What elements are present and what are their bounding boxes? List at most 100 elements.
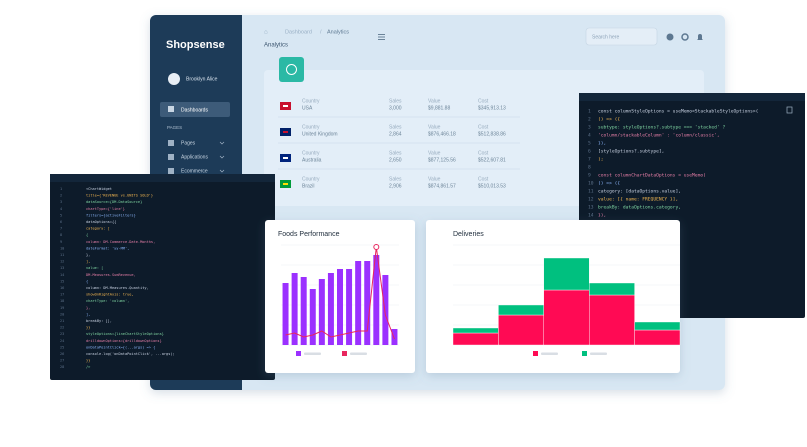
menu-toggle[interactable]	[378, 34, 385, 40]
search-box[interactable]	[585, 27, 658, 46]
point-marker	[373, 244, 380, 250]
charts	[281, 244, 681, 356]
bar-segment	[634, 321, 681, 331]
column-header: Country	[302, 124, 320, 130]
section-label: PAGES	[167, 125, 182, 130]
legend-placeholder	[590, 352, 607, 355]
bar	[300, 277, 307, 345]
icon	[168, 106, 174, 112]
code-tabbar	[579, 93, 805, 101]
chevron	[219, 169, 225, 173]
user-name: Brooklyn Alice	[186, 76, 218, 82]
menu-item[interactable]: Ecommerce	[181, 168, 208, 174]
chart-title: Deliveries	[453, 231, 484, 238]
code-line: ],	[86, 312, 90, 316]
code-line: value: [{ name: FREQUENCY }],	[598, 197, 678, 203]
globe-badge	[279, 57, 304, 82]
bar-segment	[498, 304, 544, 316]
column-header: Sales	[389, 124, 402, 130]
bar	[364, 261, 371, 345]
code-line: column: DM.Commerce.Date.Months,	[86, 240, 155, 244]
legend-placeholder	[304, 352, 321, 355]
settings-icon[interactable]	[681, 33, 689, 41]
bar	[309, 289, 316, 345]
legend-swatch	[342, 351, 347, 356]
code-line: showOnRightAxis: true,	[86, 293, 134, 297]
code-line: },	[86, 253, 90, 257]
line-number: 14	[588, 213, 594, 219]
line-number: 6	[60, 220, 62, 224]
menu-active[interactable]	[160, 102, 230, 117]
line-number: 5	[588, 141, 591, 147]
code-line: subtype: styleOptions?.subtype === 'stac…	[598, 125, 725, 131]
code-line: }}	[86, 326, 90, 330]
sidebar-items: Pages Applications Ecommerce	[168, 140, 225, 174]
line-number: 7	[588, 157, 591, 163]
line-number: 22	[60, 326, 64, 330]
line-number: 2	[60, 194, 62, 198]
line-number: 6	[588, 149, 591, 155]
bar	[373, 255, 380, 345]
column-header: Country	[302, 176, 320, 182]
copy-icon[interactable]	[786, 106, 793, 114]
code-line: chartType={'line'}	[86, 207, 125, 211]
line-number: 16	[60, 286, 64, 290]
code-line: }),	[598, 213, 606, 219]
code-line: title={'REVENUE vs.UNITS SOLD'}	[86, 194, 153, 198]
flag	[283, 131, 288, 133]
cell: $877,125.56	[428, 157, 456, 163]
user-icon[interactable]	[666, 33, 674, 41]
line-number: 20	[60, 312, 64, 316]
bell-icon[interactable]	[697, 34, 703, 40]
code-line: const columnChartDataOptions = useMemo(	[598, 173, 706, 179]
legend-placeholder	[350, 352, 367, 355]
column-header: Cost	[478, 98, 489, 104]
cell: $876,466.18	[428, 131, 456, 137]
bar-segment	[452, 327, 499, 334]
code-line: console.log('onDataPointClick', ...args)…	[86, 352, 175, 356]
menu-item[interactable]: Pages	[181, 140, 196, 146]
code-line: chartType: 'column',	[86, 299, 129, 303]
bar-segment	[589, 294, 635, 346]
line-number: 23	[60, 332, 64, 336]
menu-item[interactable]: Applications	[181, 154, 208, 160]
column-header: Value	[428, 150, 441, 156]
line-number: 19	[60, 306, 64, 310]
legend-placeholder	[541, 352, 558, 355]
line-number: 5	[60, 213, 62, 217]
line-number: 9	[588, 173, 591, 179]
bar	[391, 329, 398, 345]
line-number: 3	[60, 200, 62, 204]
line-number: 2	[588, 117, 591, 123]
code-panel	[50, 174, 275, 380]
line-number: 10	[588, 181, 594, 187]
line-number: 4	[60, 207, 62, 211]
bar	[282, 283, 289, 345]
column-header: Value	[428, 176, 441, 182]
code-line: <ChartWidget	[86, 187, 112, 191]
table: CountryUSASales3,000Value$9,881.88Cost$3…	[278, 98, 520, 189]
icon	[168, 168, 174, 174]
code-line: [styleOptions?.subtype],	[598, 149, 664, 155]
cell: USA	[302, 105, 313, 111]
cell: $9,881.88	[428, 105, 450, 111]
code-line: breakBy: dataOptions.category,	[598, 205, 681, 211]
breadcrumb-item[interactable]: Dashboard	[285, 29, 312, 35]
line-number: 9	[60, 240, 62, 244]
cell: $510,013.53	[478, 183, 506, 189]
code-line: column: DM.Measures.Quantity,	[86, 286, 149, 290]
code-line: dataSource={DM.DataSource}	[86, 200, 142, 204]
line-number: 10	[60, 246, 64, 250]
bar	[327, 273, 334, 345]
cell: $522,607.81	[478, 157, 506, 163]
menu-item[interactable]: Dashboards	[181, 107, 208, 113]
bar-segment	[452, 332, 499, 346]
column-header: Cost	[478, 150, 489, 156]
line-number: 12	[60, 260, 64, 264]
column-header: Sales	[389, 150, 402, 156]
bar-segment	[589, 282, 635, 296]
column-header: Country	[302, 150, 320, 156]
column-header: Value	[428, 124, 441, 130]
search-placeholder: Search here	[592, 34, 619, 40]
